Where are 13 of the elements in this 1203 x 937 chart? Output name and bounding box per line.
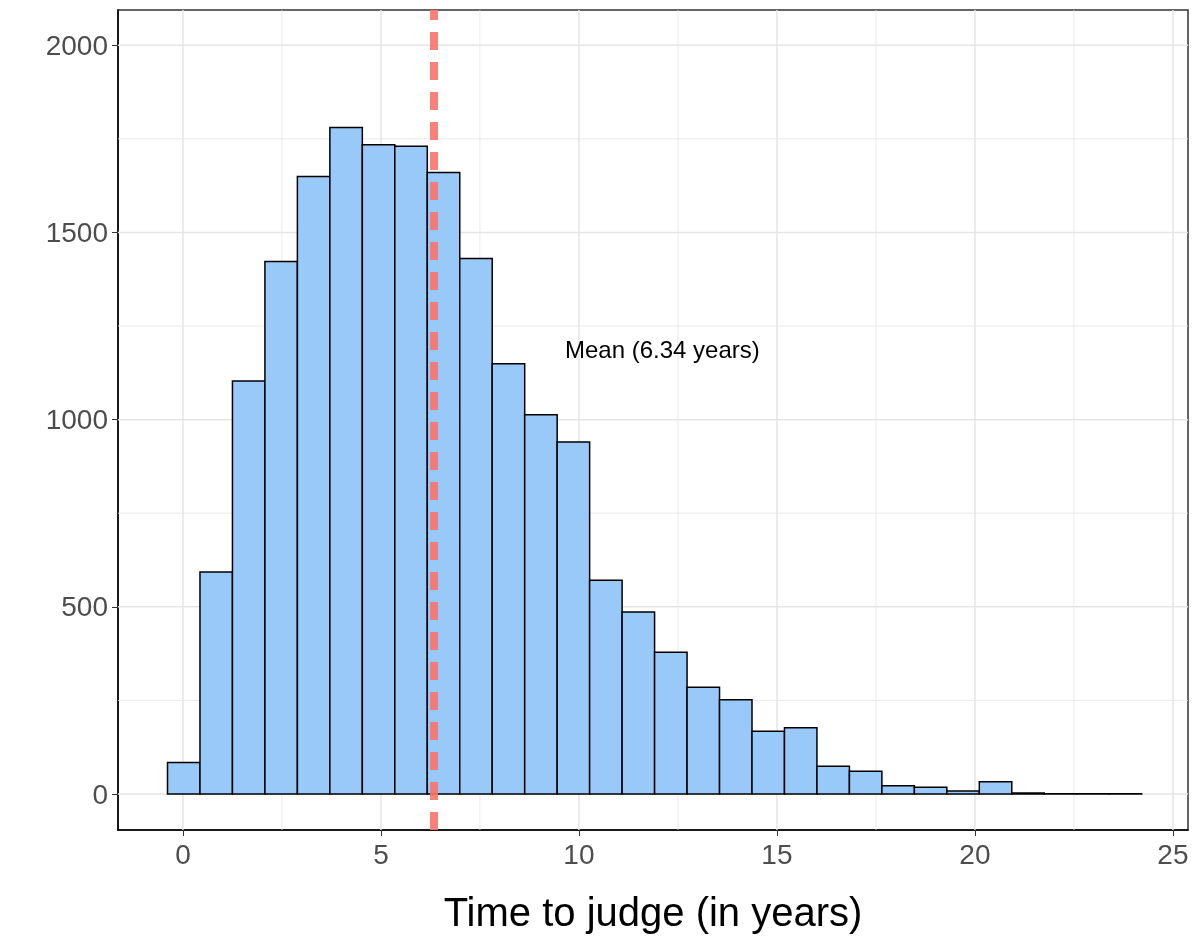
annotation: Mean (6.34 years) bbox=[565, 335, 760, 363]
y-tick-label: 0 bbox=[92, 778, 108, 810]
x-tick-label: 10 bbox=[563, 838, 595, 870]
y-tick-label: 500 bbox=[61, 591, 108, 623]
x-tick-label: 25 bbox=[1157, 838, 1189, 870]
x-tick-label: 15 bbox=[761, 838, 793, 870]
y-tick-label: 1500 bbox=[45, 216, 108, 248]
x-axis-title: Time to judge (in years) bbox=[443, 890, 863, 934]
x-tick-label: 0 bbox=[175, 838, 191, 870]
x-tick-label: 5 bbox=[373, 838, 389, 870]
x-tick-label: 20 bbox=[959, 838, 991, 870]
y-tick-label: 1000 bbox=[45, 404, 108, 436]
y-tick-label: 2000 bbox=[45, 29, 108, 61]
